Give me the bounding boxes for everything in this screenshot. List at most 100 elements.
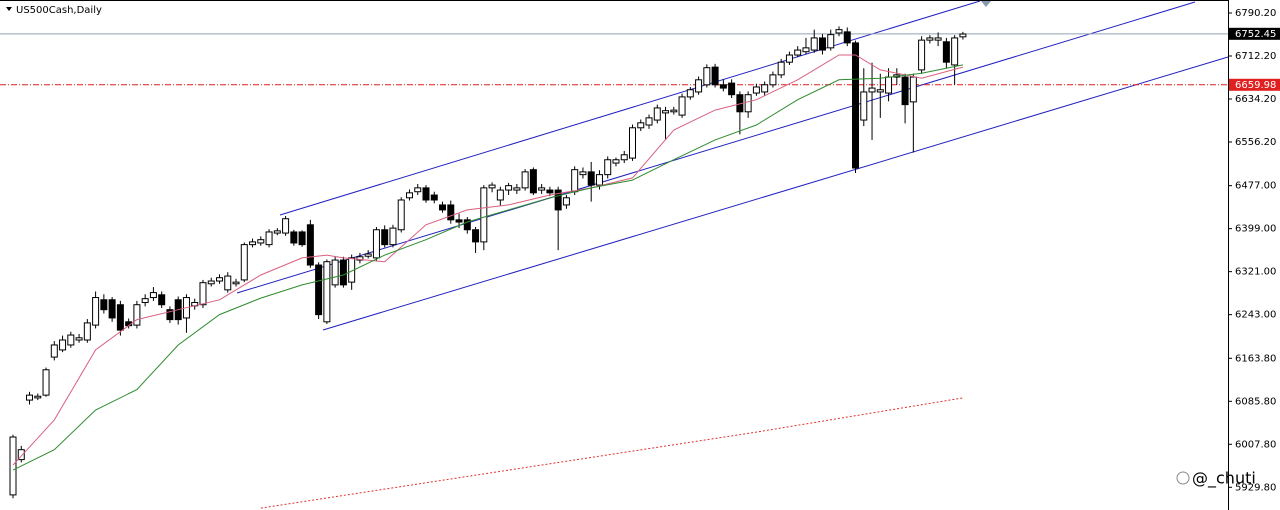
- candle-body: [909, 76, 917, 103]
- candle-body: [728, 82, 736, 96]
- candle-body: [298, 231, 306, 246]
- candle-body: [752, 86, 760, 94]
- candle-body: [472, 229, 480, 243]
- candle-body: [653, 107, 661, 121]
- candle-body: [216, 277, 223, 282]
- candle-body: [455, 219, 463, 223]
- menu-triangle[interactable]: [6, 7, 12, 11]
- candle-body: [9, 436, 17, 496]
- candle-body: [265, 231, 273, 246]
- candle-body: [356, 256, 364, 261]
- candle-body: [166, 309, 174, 321]
- candle-body: [331, 259, 339, 286]
- candle-body: [133, 304, 141, 326]
- candle-body: [257, 239, 265, 244]
- candle-body: [587, 171, 595, 186]
- candle-body: [83, 322, 91, 341]
- candle-body: [149, 292, 157, 299]
- candle-body: [951, 37, 959, 66]
- candle-body: [282, 218, 290, 234]
- y-tick-label: 6007.80: [1235, 439, 1276, 450]
- candle-body: [75, 337, 83, 341]
- candle-body: [59, 339, 67, 351]
- candle-body: [207, 280, 215, 285]
- candle-body: [108, 299, 116, 319]
- y-tick-label: 6634.20: [1235, 94, 1276, 105]
- channel-lines: [236, 0, 1229, 331]
- candle-body: [505, 185, 513, 191]
- y-tick-label: 5929.80: [1235, 482, 1276, 493]
- candle-body: [290, 231, 298, 244]
- candle-body: [414, 187, 422, 193]
- candle-body: [595, 174, 603, 186]
- candle-body: [92, 297, 100, 326]
- candle-body: [529, 169, 537, 194]
- scroll-marker: [981, 1, 991, 7]
- candle-body: [100, 299, 108, 311]
- candle-body: [67, 334, 75, 346]
- candle-body: [818, 37, 826, 51]
- chart-title: US500Cash,Daily: [16, 5, 102, 16]
- alert-label: 6659.98: [1235, 80, 1276, 91]
- candle-body: [240, 244, 248, 281]
- candle-body: [232, 281, 240, 285]
- watermark: @_chuti: [1176, 469, 1256, 489]
- candle-body: [158, 294, 166, 306]
- candle-body: [777, 61, 785, 76]
- candle-body: [926, 37, 934, 41]
- candle-body: [860, 91, 868, 121]
- candle-body: [769, 74, 777, 86]
- candle-body: [224, 275, 232, 291]
- candle-body: [785, 54, 793, 63]
- y-tick-label: 6321.00: [1235, 267, 1276, 278]
- candle-body: [273, 230, 281, 234]
- plot: [0, 26, 1228, 509]
- trend-line: [236, 1, 1196, 294]
- candle-body: [372, 229, 380, 259]
- candle-body: [678, 96, 686, 116]
- candle-body: [885, 76, 893, 94]
- candle-body: [306, 224, 314, 266]
- candle-body: [381, 229, 389, 246]
- candle-body: [571, 169, 579, 193]
- candle-body: [703, 67, 711, 86]
- candle-body: [662, 110, 670, 114]
- candle-body: [42, 369, 50, 396]
- current-price-box: [1229, 27, 1280, 40]
- y-tick-label: 6163.80: [1235, 353, 1276, 364]
- candle-body: [17, 449, 25, 461]
- y-tick-label: 6243.00: [1235, 310, 1276, 321]
- candle-body: [827, 34, 835, 49]
- candle-body: [604, 159, 612, 176]
- candle-body: [637, 122, 645, 129]
- y-tick-label: 6399.00: [1235, 224, 1276, 235]
- candle-body: [744, 94, 752, 113]
- candle-body: [34, 395, 42, 399]
- candle-body: [463, 219, 471, 231]
- candle-body: [397, 199, 405, 231]
- candle-body: [670, 109, 678, 113]
- candle-body: [50, 344, 58, 358]
- y-tick-label: 6085.80: [1235, 396, 1276, 407]
- candle-body: [364, 253, 372, 257]
- candle-body: [562, 197, 570, 206]
- y-tick-label: 6556.20: [1235, 137, 1276, 148]
- candle-body: [719, 84, 727, 89]
- y-tick-label: 6477.00: [1235, 181, 1276, 192]
- watermark-icon: [1176, 471, 1190, 485]
- candle-body: [579, 171, 587, 176]
- candle-body: [488, 184, 496, 189]
- candle-body: [422, 187, 430, 201]
- y-tick-label: 6790.20: [1235, 8, 1276, 19]
- candle-body: [430, 194, 438, 201]
- moving-average: [260, 397, 963, 509]
- candle-body: [695, 79, 703, 93]
- candle-body: [686, 89, 694, 98]
- candle-body: [26, 394, 34, 401]
- candle-body: [323, 261, 331, 323]
- candle-body: [315, 264, 323, 316]
- candle-body: [868, 87, 876, 93]
